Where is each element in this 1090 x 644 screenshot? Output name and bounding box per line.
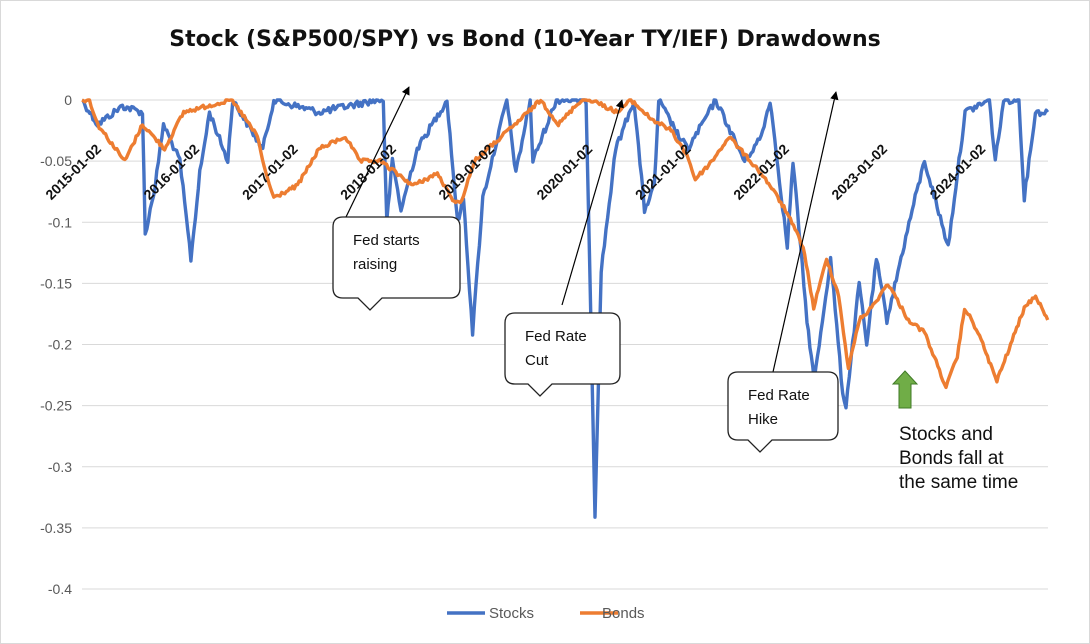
y-tick-label: -0.05	[40, 153, 72, 169]
x-tick-label: 2015-01-02	[42, 141, 104, 203]
callout-text: Hike	[748, 411, 778, 428]
callout-text: Cut	[525, 352, 549, 369]
green-up-arrow-icon	[891, 370, 919, 409]
legend-label-bonds: Bonds	[602, 605, 645, 622]
y-tick-label: -0.2	[48, 337, 72, 353]
callout-box	[504, 312, 621, 397]
note-text: Bonds fall at	[899, 448, 1004, 469]
callout-text: Fed Rate	[525, 328, 587, 345]
series-lines	[81, 98, 1050, 519]
callout-box	[332, 216, 461, 311]
note-text: Stocks and	[899, 424, 993, 445]
callout-2: Fed Rate Cut	[504, 99, 624, 397]
note-annotation: Stocks and Bonds fall at the same time	[891, 370, 1018, 493]
callout-1: Fed starts raising	[332, 86, 461, 311]
y-tick-label: -0.35	[40, 520, 72, 536]
callout-text: raising	[353, 256, 397, 273]
x-tick-label: 2016-01-02	[140, 141, 202, 203]
callout-arrow	[561, 99, 624, 306]
callout-arrow	[772, 91, 839, 373]
y-tick-label: 0	[64, 92, 72, 108]
callout-3: Fed Rate Hike	[727, 91, 839, 453]
legend-label-stocks: Stocks	[489, 605, 534, 622]
y-axis: 0 -0.05 -0.1 -0.15 -0.2 -0.25 -0.3 -0.35 -0.4	[40, 92, 72, 597]
callout-box	[727, 371, 839, 453]
legend: Stocks Bonds	[447, 605, 645, 622]
note-text: the same time	[899, 472, 1018, 493]
x-tick-label: 2024-01-02	[926, 141, 988, 203]
y-tick-label: -0.3	[48, 459, 72, 475]
y-tick-label: -0.1	[48, 214, 72, 230]
x-tick-label: 2023-01-02	[828, 141, 890, 203]
y-tick-label: -0.15	[40, 275, 72, 291]
x-tick-label: 2017-01-02	[239, 141, 301, 203]
y-tick-label: -0.25	[40, 398, 72, 414]
callout-text: Fed Rate	[748, 387, 810, 404]
callout-arrow	[345, 86, 410, 218]
gridlines	[82, 99, 1048, 590]
series-line-bonds	[81, 98, 1050, 390]
callout-text: Fed starts	[353, 232, 420, 249]
chart-title: Stock (S&P500/SPY) vs Bond (10-Year TY/I…	[169, 27, 881, 52]
y-tick-label: -0.4	[48, 581, 72, 597]
annotations: Fed starts raising Fed Rate Cut Fed Rate Hike	[332, 86, 839, 453]
